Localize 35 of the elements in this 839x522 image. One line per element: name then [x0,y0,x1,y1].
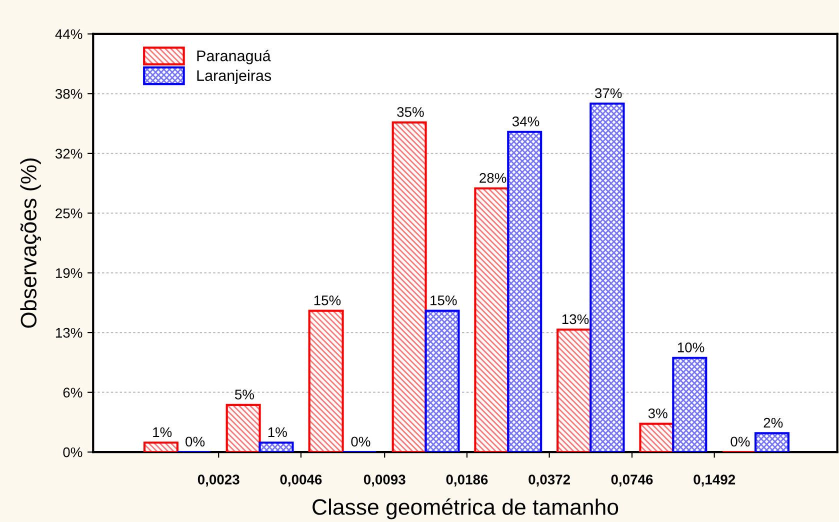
data-label: 5% [234,390,254,400]
data-label: 0% [351,436,370,447]
data-label: 3% [648,408,668,418]
data-label: 28% [480,173,506,183]
data-label: 37% [594,88,622,98]
y-tick-label: 32% [55,148,82,159]
data-label: 15% [430,295,457,306]
data-label: 13% [562,314,589,324]
data-label: 15% [314,295,341,306]
data-label: 1% [268,427,287,438]
x-tick-label: 0,1492 [694,474,736,486]
y-tick-label: 13% [56,328,82,338]
legend-label: Laranjeiras [197,70,272,84]
x-tick-label: 0,0023 [198,474,240,486]
data-label: 0% [730,436,750,447]
y-tick-label: 0% [63,447,82,458]
y-tick-label: 6% [63,388,82,398]
data-label: 34% [512,116,540,126]
data-label: 1% [153,427,172,438]
y-tick-label: 38% [55,88,82,99]
legend-label: Paranaguá [197,50,271,64]
x-tick-label: 0,0186 [446,474,488,486]
data-label: 10% [678,342,704,352]
data-label: 0% [186,436,205,447]
x-tick-label: 0,0372 [528,474,570,486]
y-tick-label: 19% [56,268,82,278]
y-tick-label: 25% [56,208,82,218]
data-label: 35% [397,107,424,117]
y-axis-title: Observações (%) [20,158,42,328]
x-tick-label: 0,0046 [280,474,322,486]
data-label: 2% [764,418,783,428]
y-tick-label: 44% [55,29,82,40]
x-tick-label: 0,0093 [364,474,406,486]
x-tick-label: 0,0746 [611,474,653,486]
x-axis-title: Classe geométrica de tamanho [312,498,618,520]
